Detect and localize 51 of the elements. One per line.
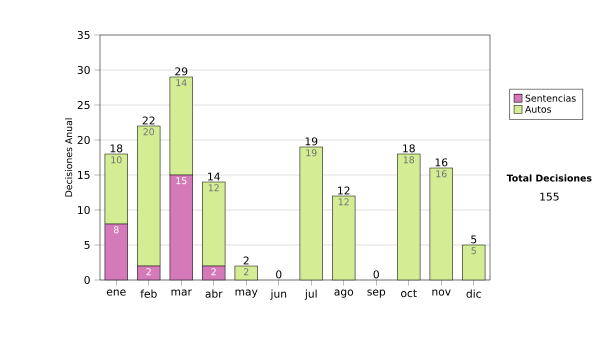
data-label: 8 <box>114 226 119 234</box>
x-tick-label: feb <box>140 290 157 298</box>
total-label: 18 <box>403 144 415 152</box>
data-label: 19 <box>306 149 317 156</box>
x-tick-label: oct <box>401 290 417 298</box>
x-tick-label: dic <box>466 290 481 298</box>
data-label: 12 <box>208 184 219 192</box>
total-label: 2 <box>244 256 249 264</box>
x-tick-label: jun <box>270 290 286 300</box>
x-tick-label: nov <box>432 290 451 296</box>
total-label: 5 <box>471 235 476 244</box>
data-label: 20 <box>144 128 154 136</box>
y-tick-label: 10 <box>78 206 90 214</box>
y-tick-label: 35 <box>78 30 90 40</box>
y-tick-label: 5 <box>84 241 90 249</box>
total-label: 19 <box>306 137 318 146</box>
total-label: 18 <box>110 144 122 152</box>
data-label: 5 <box>471 247 476 254</box>
data-label: 2 <box>146 268 151 276</box>
x-tick-label: ago <box>334 290 354 298</box>
data-label: 16 <box>436 170 447 178</box>
x-tick-label: sep <box>367 290 386 298</box>
x-tick-label: abr <box>206 290 223 298</box>
y-tick-label: 20 <box>78 136 90 144</box>
total-label: 22 <box>142 116 154 124</box>
y-tick-label: 25 <box>78 100 90 110</box>
y-tick-label: 15 <box>78 171 90 179</box>
total-label: 0 <box>276 270 282 278</box>
y-axis-title: Decisiones Anual <box>64 118 72 196</box>
data-label: 18 <box>404 156 414 164</box>
data-label: 12 <box>338 198 349 206</box>
data-label: 2 <box>244 268 248 276</box>
x-tick-label: ene <box>106 290 126 296</box>
legend-label: Sentencias <box>526 94 576 102</box>
total-label: 0 <box>374 270 379 278</box>
x-tick-label: jul <box>304 290 317 300</box>
total-label: 29 <box>175 67 188 76</box>
y-tick-label: 0 <box>84 276 90 284</box>
data-label: 14 <box>176 79 187 86</box>
legend-label: Autos <box>525 106 552 113</box>
data-label: 2 <box>211 268 216 276</box>
text: 155 <box>540 192 559 201</box>
x-tick-label: may <box>236 290 258 298</box>
data-label: 15 <box>176 177 186 184</box>
data-label: 10 <box>111 156 122 164</box>
y-tick-label: 30 <box>78 66 90 74</box>
x-tick-label: mar <box>172 290 192 296</box>
total-label: 12 <box>338 186 350 194</box>
total-label: 14 <box>208 172 220 180</box>
text: Total Decisiones <box>506 174 592 182</box>
total-label: 16 <box>436 158 448 166</box>
